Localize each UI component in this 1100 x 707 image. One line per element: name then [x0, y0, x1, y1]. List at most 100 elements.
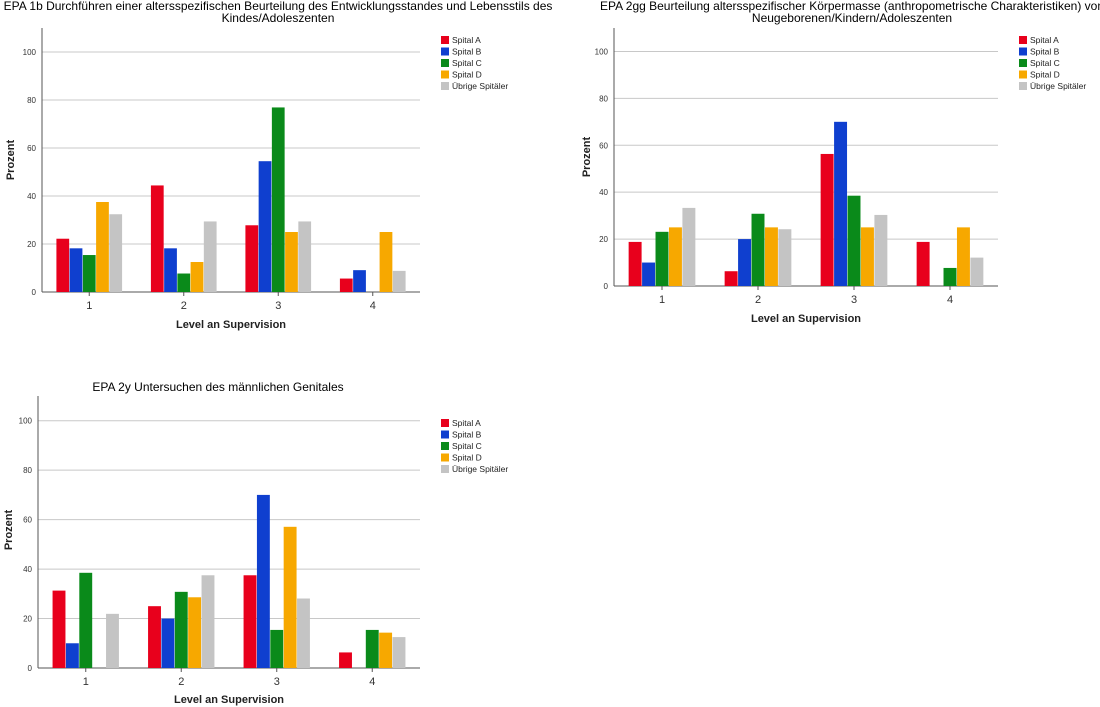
bar	[270, 629, 284, 668]
bar	[655, 231, 669, 286]
y-axis-label: Prozent	[5, 139, 17, 180]
x-tick-label: 1	[86, 300, 92, 312]
y-tick-label: 100	[19, 417, 33, 426]
bar	[764, 227, 778, 286]
y-tick-label: 80	[23, 466, 32, 475]
y-tick-label: 40	[23, 565, 32, 574]
legend-label: Spital B	[452, 430, 482, 440]
bar	[65, 643, 79, 668]
bar	[188, 597, 202, 668]
bar	[258, 161, 272, 292]
bar	[642, 262, 656, 286]
chart-title: EPA 2y Untersuchen des männlichen Genita…	[92, 380, 343, 394]
bar	[150, 185, 164, 292]
legend-swatch	[441, 70, 449, 79]
bar	[96, 202, 109, 292]
legend-swatch	[441, 453, 449, 462]
legend-swatch	[1019, 36, 1027, 44]
bar	[379, 232, 393, 292]
chart-title: EPA 2gg Beurteilung altersspezifischer K…	[600, 0, 1100, 13]
bar	[339, 652, 352, 668]
legend-label: Übrige Spitäler	[452, 81, 508, 91]
bar	[353, 270, 366, 292]
bar	[56, 238, 70, 292]
bar	[874, 214, 888, 286]
bar	[201, 575, 215, 668]
legend-label: Spital B	[452, 47, 482, 57]
bar	[339, 278, 353, 292]
bar	[682, 207, 696, 286]
bar	[82, 255, 96, 292]
x-tick-label: 3	[275, 300, 281, 312]
bar	[285, 232, 298, 292]
bar	[174, 591, 188, 668]
legend-label: Spital A	[1030, 35, 1059, 45]
legend-label: Spital D	[452, 70, 482, 80]
y-tick-label: 60	[23, 516, 32, 525]
bar	[297, 598, 310, 668]
x-tick-label: 1	[659, 294, 665, 306]
chart-title: Kindes/Adoleszenten	[222, 11, 335, 25]
y-tick-label: 20	[27, 240, 36, 249]
bar	[392, 270, 406, 292]
x-axis-label: Level an Supervision	[174, 694, 284, 706]
bar	[724, 271, 738, 286]
x-tick-label: 1	[83, 676, 89, 688]
legend-label: Spital A	[452, 35, 481, 45]
bar	[860, 227, 874, 286]
bar	[161, 618, 175, 668]
y-tick-label: 60	[599, 141, 608, 150]
bar	[109, 214, 123, 292]
y-tick-label: 40	[27, 192, 36, 201]
y-tick-label: 80	[27, 96, 36, 105]
legend-label: Spital C	[1030, 58, 1060, 68]
bar	[52, 590, 66, 668]
legend-swatch	[1019, 82, 1027, 90]
y-tick-label: 20	[599, 235, 608, 244]
legend-swatch	[1019, 70, 1027, 79]
legend-label: Übrige Spitäler	[452, 464, 508, 474]
bar	[970, 257, 984, 286]
bar	[69, 248, 83, 292]
bar	[106, 613, 119, 668]
bar	[283, 526, 297, 668]
y-tick-label: 0	[604, 282, 609, 291]
y-tick-label: 80	[599, 94, 608, 103]
x-axis-label: Level an Supervision	[751, 313, 861, 325]
y-tick-label: 20	[23, 615, 32, 624]
bar	[820, 153, 834, 286]
bar	[177, 273, 191, 292]
legend-swatch	[441, 59, 449, 67]
legend-swatch	[441, 47, 449, 56]
chart-title: EPA 1b Durchführen einer altersspezifisc…	[4, 0, 553, 13]
bar	[245, 225, 259, 292]
x-tick-label: 2	[178, 676, 184, 688]
x-axis-label: Level an Supervision	[176, 319, 286, 331]
legend-label: Spital C	[452, 58, 482, 68]
legend-swatch	[441, 36, 449, 44]
bar	[256, 494, 270, 668]
bar	[916, 241, 930, 286]
bar	[79, 572, 93, 668]
x-tick-label: 2	[181, 300, 187, 312]
bar	[668, 227, 682, 286]
legend-swatch	[441, 465, 449, 473]
y-tick-label: 100	[595, 47, 609, 56]
bar	[298, 221, 312, 292]
legend-label: Spital A	[452, 418, 481, 428]
chart-1: EPA 1b Durchführen einer altersspezifisc…	[4, 0, 553, 331]
bar	[148, 606, 161, 668]
bar	[190, 262, 204, 292]
y-axis-label: Prozent	[3, 509, 15, 550]
x-tick-label: 4	[369, 676, 375, 688]
legend-swatch	[441, 442, 449, 450]
x-tick-label: 3	[274, 676, 280, 688]
legend-swatch	[1019, 59, 1027, 67]
x-tick-label: 4	[370, 300, 376, 312]
bar	[751, 213, 765, 286]
y-tick-label: 60	[27, 144, 36, 153]
bar	[847, 195, 861, 286]
